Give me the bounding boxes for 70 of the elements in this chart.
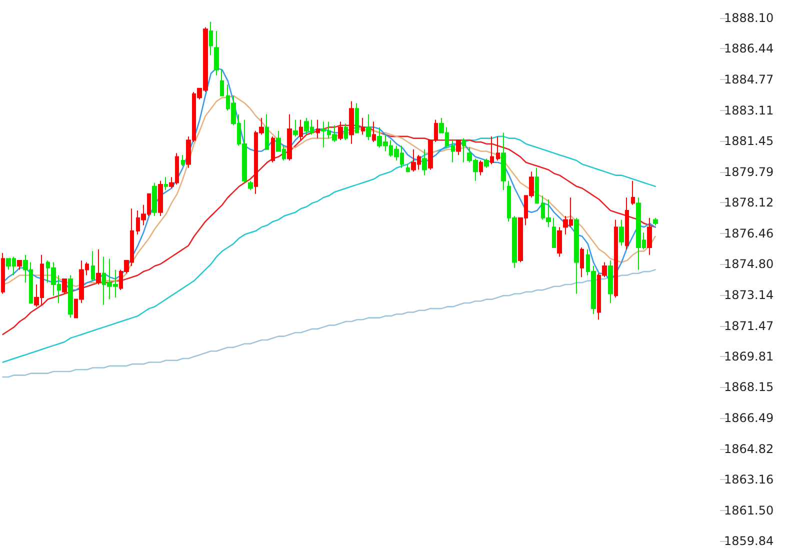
candlestick: [1, 252, 5, 294]
candlestick: [608, 260, 613, 304]
candlestick: [496, 136, 500, 161]
y-tick-label: 1869.81: [724, 349, 774, 364]
candlestick: [299, 119, 303, 141]
candlestick: [293, 119, 298, 137]
candlestick: [287, 114, 292, 161]
candlestick: [158, 180, 163, 217]
candlestick: [366, 114, 371, 141]
candlestick: [653, 217, 658, 226]
candlestick: [490, 136, 494, 165]
candlestick: [462, 138, 466, 163]
y-tick-label: 1864.82: [724, 442, 774, 456]
candlestick: [214, 30, 219, 76]
candlestick: [361, 117, 365, 136]
candlestick: [557, 226, 562, 258]
y-tick-label: 1859.84: [724, 534, 774, 548]
y-tick-label: 1883.11: [724, 103, 774, 118]
candlestick: [62, 278, 67, 294]
candlestick: [220, 69, 224, 96]
candlestick: [552, 217, 556, 248]
y-tick-label: 1884.77: [724, 72, 774, 87]
y-tick-label: 1876.46: [724, 226, 774, 240]
candlestick: [181, 154, 185, 167]
y-tick-label: 1873.14: [724, 288, 774, 302]
y-tick-label: 1861.50: [724, 503, 774, 518]
line-series: [2, 269, 656, 378]
y-tick-label: 1881.45: [724, 134, 774, 148]
candlestick: [614, 219, 618, 298]
candlestick: [96, 248, 101, 285]
y-tick-label: 1863.16: [724, 472, 774, 487]
candlestick: [68, 274, 73, 318]
candlestick: [580, 246, 584, 278]
candlestick: [152, 182, 157, 217]
candlestick: [406, 164, 410, 172]
candlestick: [355, 102, 359, 134]
candlestick: [17, 260, 22, 270]
y-tick-label: 1878.12: [724, 196, 774, 210]
candlestick: [501, 132, 506, 191]
candlestick: [631, 180, 635, 206]
candlestick: [164, 176, 168, 191]
candlestick: [484, 158, 489, 168]
candlestick: [271, 136, 275, 163]
candlestick: [574, 217, 579, 294]
line-series: [2, 136, 656, 363]
candlestick: [451, 140, 455, 163]
y-tick-label: 1871.47: [724, 318, 774, 333]
candlestick: [647, 217, 652, 256]
y-tick-label: 1886.44: [724, 42, 774, 56]
y-tick-label: 1868.15: [724, 380, 774, 394]
candlestick: [316, 119, 320, 139]
y-tick-label: 1879.79: [724, 164, 774, 179]
candlestick: [372, 121, 376, 142]
line-series: [2, 124, 656, 336]
y-tick-label: 1874.80: [724, 257, 774, 272]
candlestick: [344, 122, 348, 141]
candlestick: [535, 167, 539, 204]
candlestick: [619, 219, 624, 246]
candlestick: [338, 121, 343, 141]
y-tick-label: 1888.10: [724, 11, 774, 25]
y-tick-label: 1866.49: [724, 410, 774, 425]
candlestick: [209, 21, 213, 56]
candlestick: [265, 114, 269, 150]
candlestick: [625, 197, 629, 250]
candlestick: [91, 250, 95, 282]
candlestick: [479, 160, 483, 176]
candlestick: [456, 140, 461, 156]
candlestick: [349, 100, 354, 144]
candlestick: [422, 148, 427, 176]
candlestick: [248, 180, 253, 191]
